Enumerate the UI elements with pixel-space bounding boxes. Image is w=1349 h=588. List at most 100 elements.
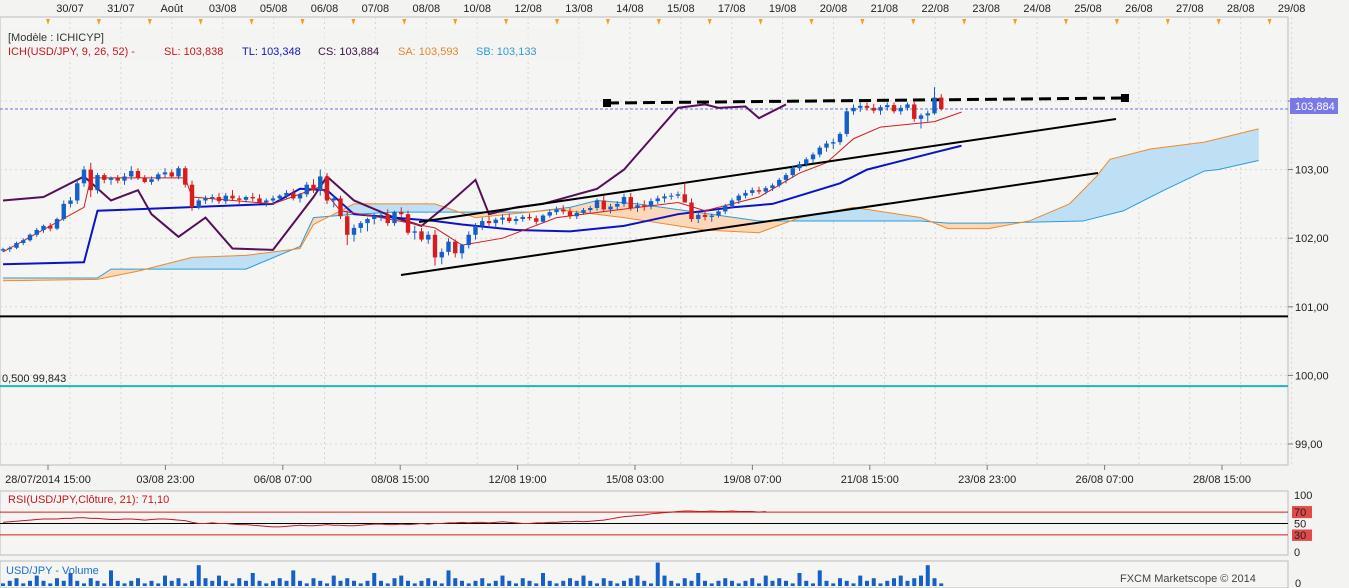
candle[interactable]	[621, 197, 627, 204]
candle[interactable]	[399, 212, 404, 215]
candle[interactable]	[797, 164, 802, 169]
candle[interactable]	[642, 205, 647, 207]
event-marker-icon[interactable]	[758, 19, 763, 25]
event-marker-icon[interactable]	[504, 19, 509, 25]
candle[interactable]	[291, 192, 296, 199]
candle[interactable]	[851, 107, 856, 112]
candle[interactable]	[61, 203, 66, 219]
candle[interactable]	[338, 198, 343, 217]
candle[interactable]	[297, 194, 303, 199]
candle[interactable]	[709, 215, 714, 217]
trend-line[interactable]	[400, 172, 1099, 276]
candle[interactable]	[594, 200, 600, 209]
candle[interactable]	[702, 214, 708, 217]
candle[interactable]	[412, 231, 417, 233]
candle[interactable]	[243, 197, 249, 200]
candle[interactable]	[223, 195, 228, 202]
candle[interactable]	[419, 231, 424, 240]
candle[interactable]	[763, 188, 768, 192]
trendline-handle[interactable]	[603, 99, 611, 107]
candle[interactable]	[628, 197, 633, 209]
candle[interactable]	[534, 218, 539, 222]
candle[interactable]	[108, 177, 114, 180]
candle[interactable]	[567, 211, 573, 217]
candle[interactable]	[34, 229, 39, 235]
candle[interactable]	[682, 194, 687, 203]
candle[interactable]	[284, 192, 289, 196]
candle[interactable]	[608, 206, 613, 210]
candle[interactable]	[189, 184, 195, 208]
candle[interactable]	[473, 225, 478, 235]
event-marker-icon[interactable]	[147, 19, 152, 25]
event-marker-icon[interactable]	[1114, 19, 1119, 25]
candle[interactable]	[405, 214, 411, 233]
event-marker-icon[interactable]	[351, 19, 356, 25]
candle[interactable]	[21, 240, 26, 244]
candle[interactable]	[75, 183, 80, 201]
candle[interactable]	[527, 216, 532, 219]
candle[interactable]	[912, 104, 917, 119]
candle[interactable]	[250, 197, 255, 199]
candle[interactable]	[480, 221, 485, 226]
event-marker-icon[interactable]	[1267, 19, 1272, 25]
candle[interactable]	[446, 241, 451, 252]
candle[interactable]	[311, 184, 316, 191]
candle[interactable]	[905, 104, 910, 108]
candle[interactable]	[729, 200, 735, 206]
candle[interactable]	[574, 212, 579, 217]
event-marker-icon[interactable]	[656, 19, 661, 25]
event-marker-icon[interactable]	[707, 19, 712, 25]
candle[interactable]	[0, 249, 6, 251]
candle[interactable]	[331, 198, 336, 201]
candle[interactable]	[655, 198, 660, 202]
event-marker-icon[interactable]	[555, 19, 559, 25]
event-marker-icon[interactable]	[300, 19, 305, 25]
candle[interactable]	[210, 197, 215, 199]
candle[interactable]	[513, 218, 519, 222]
candle[interactable]	[385, 214, 390, 224]
candle[interactable]	[520, 216, 525, 219]
event-marker-icon[interactable]	[249, 19, 254, 25]
event-marker-icon[interactable]	[453, 19, 458, 25]
candle[interactable]	[547, 212, 552, 216]
candle[interactable]	[486, 221, 492, 224]
candle[interactable]	[426, 234, 431, 240]
candle[interactable]	[41, 225, 46, 230]
candle[interactable]	[898, 107, 903, 112]
event-marker-icon[interactable]	[809, 19, 814, 25]
candle[interactable]	[102, 175, 107, 180]
candle[interactable]	[378, 214, 384, 217]
candle[interactable]	[95, 175, 100, 191]
candle[interactable]	[115, 177, 120, 181]
candle[interactable]	[635, 205, 640, 209]
candle[interactable]	[129, 170, 134, 177]
candle[interactable]	[777, 179, 782, 186]
candle[interactable]	[615, 203, 620, 207]
candle[interactable]	[885, 105, 890, 108]
candle[interactable]	[662, 196, 667, 199]
candle[interactable]	[453, 241, 458, 254]
candle[interactable]	[264, 200, 269, 203]
candle[interactable]	[493, 219, 498, 224]
candle[interactable]	[183, 168, 188, 185]
candle[interactable]	[54, 218, 60, 229]
candle[interactable]	[351, 227, 357, 235]
candle[interactable]	[324, 176, 330, 201]
candle[interactable]	[7, 247, 12, 250]
event-marker-icon[interactable]	[402, 19, 407, 25]
candle[interactable]	[540, 215, 546, 222]
candle[interactable]	[439, 251, 444, 258]
candle[interactable]	[716, 211, 721, 216]
candle[interactable]	[88, 169, 93, 191]
candle[interactable]	[581, 210, 586, 213]
candle[interactable]	[68, 200, 73, 204]
event-marker-icon[interactable]	[860, 19, 865, 25]
candle[interactable]	[135, 170, 141, 178]
candle[interactable]	[466, 234, 471, 246]
candle[interactable]	[844, 111, 849, 134]
event-marker-icon[interactable]	[96, 19, 101, 25]
candle[interactable]	[27, 234, 33, 241]
candle[interactable]	[14, 243, 19, 248]
candle[interactable]	[689, 202, 694, 219]
trend-line[interactable]	[418, 118, 1117, 223]
